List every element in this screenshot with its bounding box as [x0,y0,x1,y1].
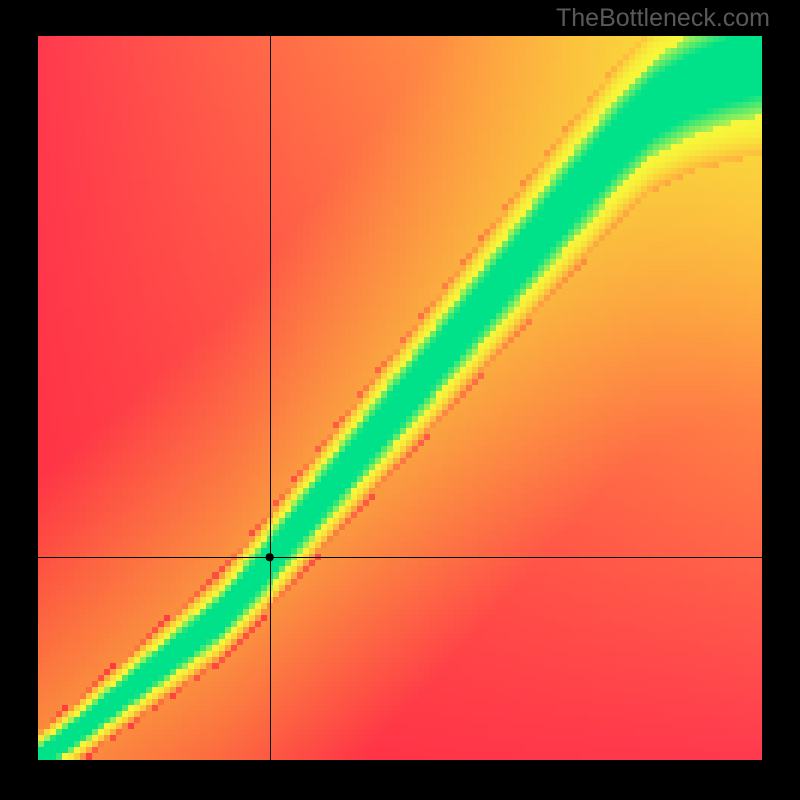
bottleneck-heatmap [38,36,762,760]
watermark-text: TheBottleneck.com [556,4,770,33]
chart-container: TheBottleneck.com [0,0,800,800]
